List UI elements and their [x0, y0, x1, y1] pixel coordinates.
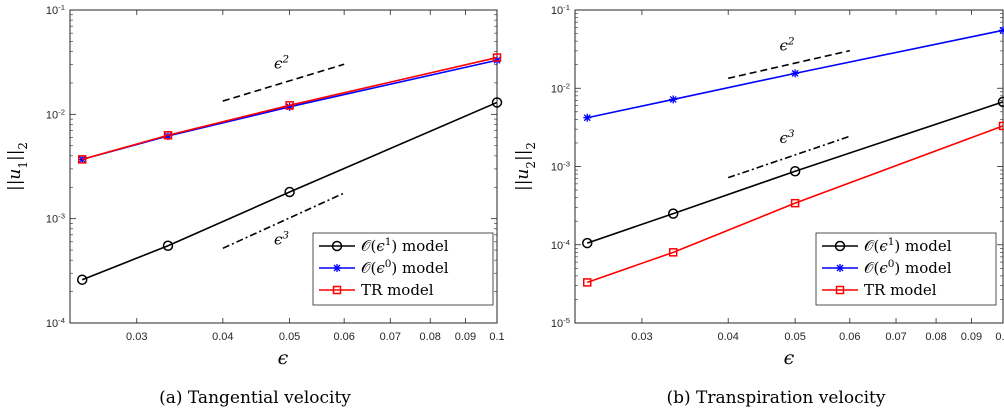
- point-marker: [491, 97, 503, 108]
- x-tick-label: 0.08: [925, 331, 946, 343]
- y-tick-label: 10-4: [46, 316, 66, 331]
- slope-guide-line: [222, 192, 345, 250]
- y-tick-label: 10-2: [46, 107, 65, 122]
- y-tick-label: 10-4: [551, 237, 571, 252]
- point-marker: [999, 26, 1004, 35]
- x-tick-label: 0.09: [961, 331, 982, 343]
- point-marker: [163, 131, 173, 140]
- point-marker: [77, 155, 87, 164]
- point-marker: [581, 237, 593, 249]
- point-marker: [997, 96, 1004, 108]
- slope-guide-label: ϵ2: [779, 35, 794, 54]
- legend-label: 𝒪(ϵ1) model: [864, 236, 952, 255]
- slope-guide-label: ϵ3: [779, 128, 794, 147]
- point-marker: [834, 240, 846, 252]
- y-tick-label: 10-1: [46, 3, 65, 18]
- x-tick-label: 0.1: [489, 331, 504, 343]
- marker-stroke: [333, 264, 341, 272]
- point-marker: [332, 285, 342, 295]
- point-marker: [76, 274, 88, 285]
- x-tick-label: 0.08: [420, 331, 441, 343]
- x-tick-label: 0.05: [279, 331, 300, 343]
- marker-stroke: [836, 264, 844, 272]
- point-marker: [835, 285, 845, 295]
- caption: (a) Tangential velocity: [159, 388, 351, 408]
- x-tick-label: 0.09: [455, 331, 476, 343]
- point-marker: [998, 121, 1004, 131]
- x-tick-label: 0.06: [333, 331, 354, 343]
- marker-stroke: [669, 95, 677, 103]
- y-axis-label: ||u2||2: [513, 142, 538, 191]
- slope-guide-line: [727, 135, 851, 179]
- y-tick-label: 10-2: [551, 81, 570, 96]
- x-tick-label: 0.07: [380, 331, 401, 343]
- series-line: [81, 56, 498, 161]
- y-tick-label: 10-5: [551, 316, 570, 331]
- chart-panel-2: 0.03 0.04 0.05 0.06 0.07 0.08 0.09 0.1 10-5 10-4 1…: [513, 3, 1004, 408]
- slope-guide-label: ϵ2: [274, 54, 289, 73]
- series-line: [81, 101, 498, 281]
- point-marker: [162, 240, 174, 252]
- x-tick-label: 0.03: [126, 331, 147, 343]
- legend-label: 𝒪(ϵ1) model: [361, 236, 449, 255]
- marker-stroke: [999, 28, 1004, 34]
- legend-box: [815, 232, 997, 306]
- point-marker: [789, 165, 801, 177]
- series-line: [587, 29, 1004, 119]
- point-marker: [667, 208, 679, 219]
- marker-stroke: [583, 114, 591, 122]
- x-tick-label: 0.05: [784, 331, 805, 343]
- point-marker: [836, 264, 844, 272]
- y-tick-label: 10-3: [551, 159, 570, 174]
- point-marker: [492, 53, 502, 62]
- point-marker: [669, 95, 678, 104]
- series-line: [586, 101, 1004, 244]
- legend-box: [312, 232, 494, 306]
- point-marker: [790, 198, 800, 208]
- x-tick-label: 0.04: [717, 331, 738, 343]
- point-marker: [284, 186, 295, 198]
- point-marker: [583, 113, 592, 122]
- legend-label: 𝒪(ϵ0) model: [864, 258, 952, 277]
- slope-guide-line: [728, 49, 850, 80]
- x-tick-label: 0.06: [839, 331, 860, 343]
- slope-guide-label: ϵ3: [274, 230, 289, 249]
- caption: (b) Transpiration velocity: [667, 388, 886, 408]
- x-tick-label: 0.1: [995, 331, 1004, 343]
- point-marker: [331, 240, 343, 252]
- chart-panel-1: 0.03 0.04 0.05 0.06 0.07 0.08 0.09 0.1 10-4 10-3 1…: [5, 3, 505, 409]
- x-axis-label: ϵ: [784, 347, 795, 369]
- slope-guide-line: [222, 63, 345, 102]
- marker-stroke: [493, 56, 501, 64]
- legend-label: 𝒪(ϵ0) model: [361, 258, 449, 277]
- point-marker: [333, 264, 341, 272]
- marker-stroke: [791, 69, 799, 77]
- point-marker: [668, 248, 678, 257]
- y-axis-label: ||u1||2: [5, 142, 30, 191]
- point-marker: [791, 69, 800, 78]
- legend-label: TR model: [864, 281, 937, 299]
- point-marker: [582, 278, 592, 287]
- series-line: [586, 125, 1004, 284]
- x-tick-label: 0.07: [885, 331, 906, 343]
- y-tick-label: 10-3: [46, 211, 65, 226]
- x-tick-label: 0.04: [212, 331, 233, 343]
- y-tick-label: 10-1: [551, 3, 570, 18]
- x-tick-label: 0.03: [631, 331, 652, 343]
- point-marker: [285, 101, 294, 110]
- x-axis-label: ϵ: [278, 347, 289, 369]
- legend-label: TR model: [361, 281, 434, 299]
